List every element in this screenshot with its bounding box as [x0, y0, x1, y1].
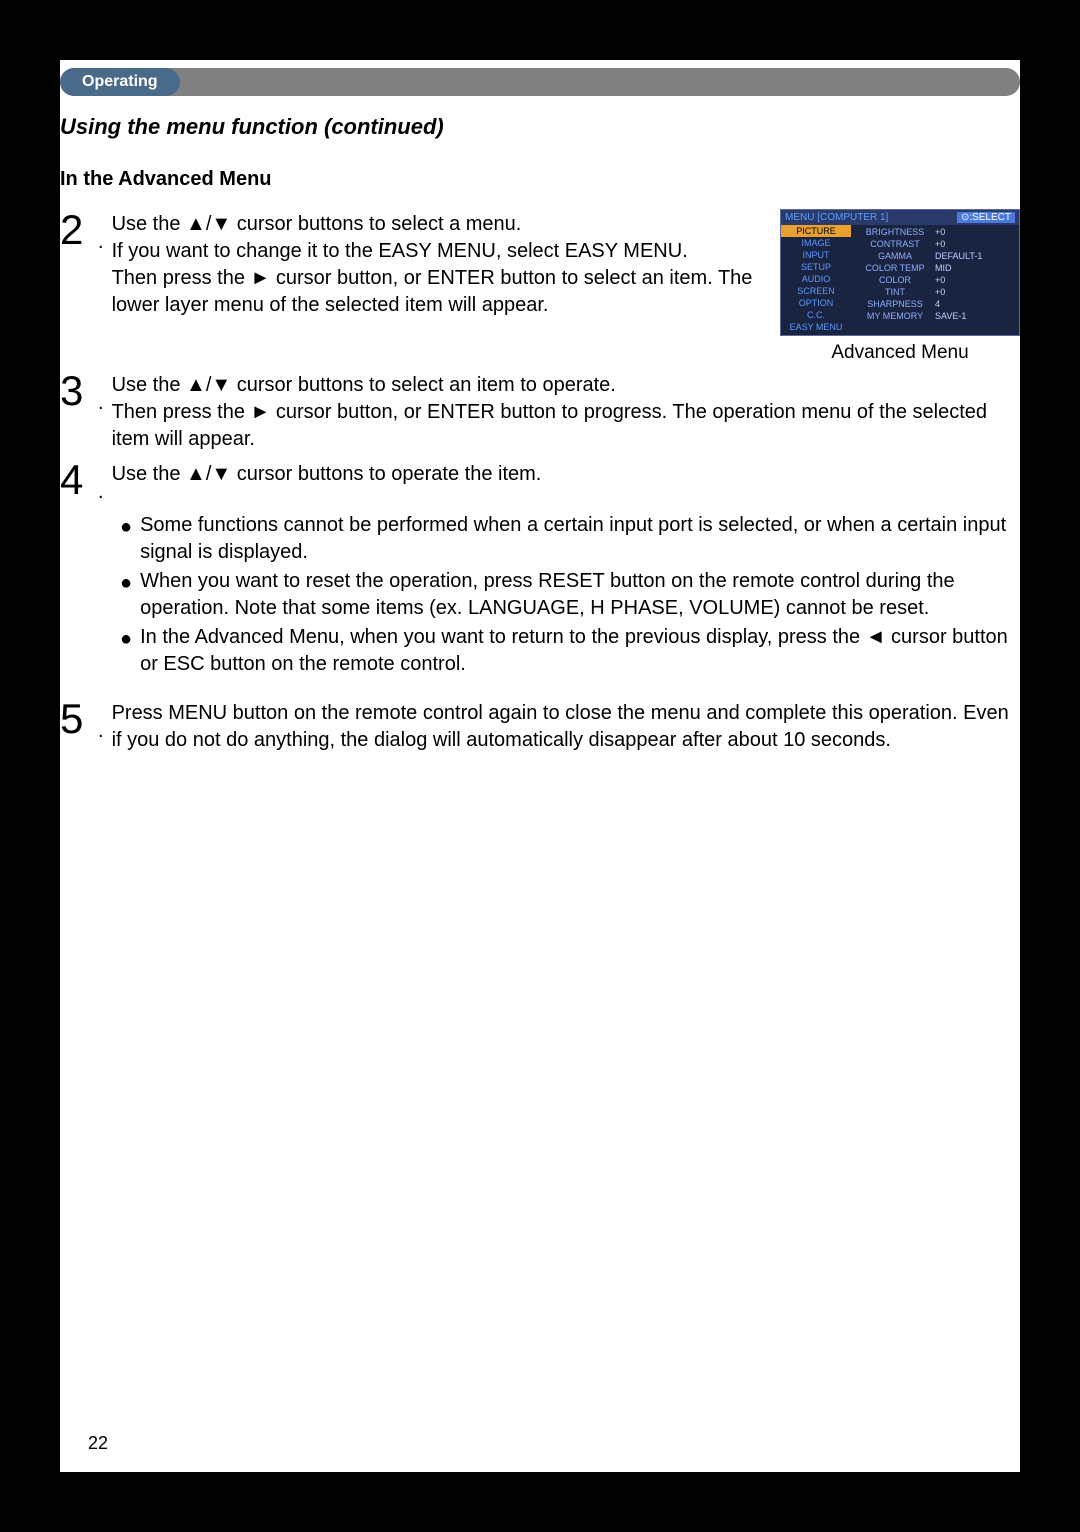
menu-row-label: SHARPNESS [855, 299, 935, 309]
bullet-dot-icon: ● [120, 514, 132, 566]
menu-body: PICTURE IMAGE INPUT SETUP AUDIO SCREEN O… [781, 225, 1019, 335]
bullet-item: ● Some functions cannot be performed whe… [120, 512, 1020, 566]
menu-item-cc: C.C. [781, 309, 851, 321]
menu-left-column: PICTURE IMAGE INPUT SETUP AUDIO SCREEN O… [781, 225, 851, 335]
menu-row-label: MY MEMORY [855, 311, 935, 321]
menu-row-label: BRIGHTNESS [855, 227, 935, 237]
bullet-text: In the Advanced Menu, when you want to r… [140, 624, 1020, 678]
menu-item-option: OPTION [781, 297, 851, 309]
step-2: 2 . Use the ▲/▼ cursor buttons to select… [60, 209, 760, 319]
bullet-item: ● In the Advanced Menu, when you want to… [120, 624, 1020, 678]
menu-row-val: SAVE-1 [935, 311, 966, 321]
step-4: 4 . Use the ▲/▼ cursor buttons to operat… [60, 459, 1020, 504]
advanced-menu-screenshot: MENU [COMPUTER 1] ⊙:SELECT PICTURE IMAGE… [780, 209, 1020, 336]
step-period: . [98, 481, 104, 504]
section-header: Operating [60, 68, 1020, 96]
page-number: 22 [88, 1433, 108, 1454]
bullet-text: Some functions cannot be performed when … [140, 512, 1020, 566]
menu-header-select: ⊙:SELECT [957, 212, 1015, 223]
bullet-list: ● Some functions cannot be performed whe… [120, 512, 1020, 678]
step-text: Use the ▲/▼ cursor buttons to select a m… [112, 209, 760, 319]
menu-row: GAMMADEFAULT-1 [851, 250, 1019, 262]
menu-right-column: BRIGHTNESS+0 CONTRAST+0 GAMMADEFAULT-1 C… [851, 225, 1019, 335]
menu-row: COLOR TEMPMID [851, 262, 1019, 274]
menu-item-audio: AUDIO [781, 273, 851, 285]
subheading: In the Advanced Menu [60, 168, 1020, 191]
menu-row-label: COLOR [855, 275, 935, 285]
step-text: Use the ▲/▼ cursor buttons to select an … [112, 370, 1020, 453]
menu-item-picture: PICTURE [781, 225, 851, 237]
menu-row-val: +0 [935, 287, 945, 297]
menu-row-val: +0 [935, 239, 945, 249]
menu-row: COLOR+0 [851, 274, 1019, 286]
step-period: . [98, 720, 104, 743]
step-3: 3 . Use the ▲/▼ cursor buttons to select… [60, 370, 1020, 453]
menu-item-setup: SETUP [781, 261, 851, 273]
menu-row: MY MEMORYSAVE-1 [851, 310, 1019, 322]
menu-row [851, 322, 1019, 334]
figure: MENU [COMPUTER 1] ⊙:SELECT PICTURE IMAGE… [780, 209, 1020, 364]
menu-row-label: COLOR TEMP [855, 263, 935, 273]
menu-row-label: GAMMA [855, 251, 935, 261]
menu-header-title: MENU [COMPUTER 1] [785, 212, 888, 223]
content-row: 2 . Use the ▲/▼ cursor buttons to select… [60, 209, 1020, 364]
figure-caption: Advanced Menu [780, 342, 1020, 364]
step-period: . [98, 392, 104, 415]
step-5: 5 . Press MENU button on the remote cont… [60, 698, 1020, 754]
menu-row-val: +0 [935, 275, 945, 285]
menu-header: MENU [COMPUTER 1] ⊙:SELECT [781, 210, 1019, 225]
menu-row-val: +0 [935, 227, 945, 237]
menu-row: TINT+0 [851, 286, 1019, 298]
menu-row-val: DEFAULT-1 [935, 251, 982, 261]
page-subtitle: Using the menu function (continued) [60, 114, 1020, 140]
page: Operating Using the menu function (conti… [60, 60, 1020, 1472]
section-pill: Operating [60, 68, 180, 96]
step-text: Use the ▲/▼ cursor buttons to operate th… [112, 459, 542, 488]
bullet-text: When you want to reset the operation, pr… [140, 568, 1020, 622]
menu-item-input: INPUT [781, 249, 851, 261]
menu-row-val: MID [935, 263, 952, 273]
menu-row: SHARPNESS4 [851, 298, 1019, 310]
steps-column: 2 . Use the ▲/▼ cursor buttons to select… [60, 209, 760, 364]
menu-row-label: CONTRAST [855, 239, 935, 249]
menu-row-val: 4 [935, 299, 940, 309]
menu-row-label: TINT [855, 287, 935, 297]
bullet-item: ● When you want to reset the operation, … [120, 568, 1020, 622]
step-text: Press MENU button on the remote control … [112, 698, 1020, 754]
bullet-dot-icon: ● [120, 626, 132, 678]
menu-row: CONTRAST+0 [851, 238, 1019, 250]
step-period: . [98, 231, 104, 254]
menu-item-image: IMAGE [781, 237, 851, 249]
bullet-dot-icon: ● [120, 570, 132, 622]
menu-row: BRIGHTNESS+0 [851, 226, 1019, 238]
menu-item-screen: SCREEN [781, 285, 851, 297]
menu-item-easymenu: EASY MENU [781, 321, 851, 333]
